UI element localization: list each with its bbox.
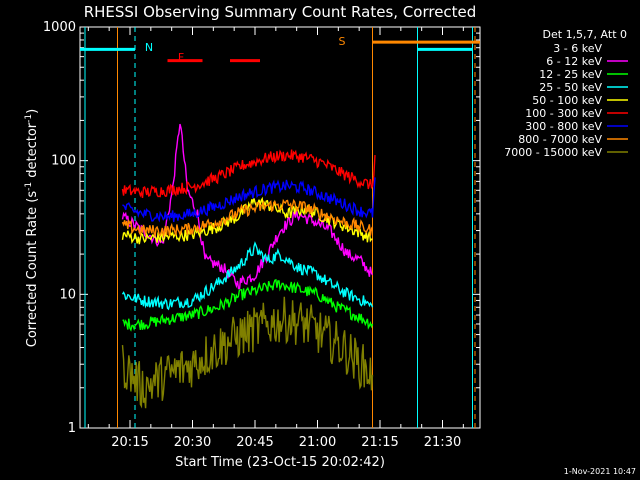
- series-line: [121, 149, 376, 199]
- y-axis-label-mid: detector: [25, 122, 40, 182]
- y-axis-label: Corrected Count Rate (s-1 detector-1): [24, 109, 40, 347]
- plot-frame: [79, 26, 481, 429]
- mode-lines: [84, 27, 476, 428]
- legend-label: 100 - 300 keV: [525, 107, 602, 120]
- x-tick-label: 21:30: [424, 435, 461, 450]
- series-line: [121, 134, 373, 199]
- x-tick-labels: 20:15 20:30 20:45 21:00 21:15 21:30: [111, 435, 461, 450]
- legend-label: 800 - 7000 keV: [518, 133, 602, 146]
- legend-label: 25 - 50 keV: [539, 81, 602, 94]
- series-line: [121, 123, 374, 290]
- y-tick-label: 100: [51, 154, 76, 169]
- y-axis-label-sup: -1: [24, 114, 34, 123]
- series-line: [121, 241, 374, 311]
- x-tick-label: 20:15: [111, 435, 148, 450]
- mode-segments: [80, 40, 480, 63]
- y-tick-label: 1000: [43, 20, 76, 35]
- x-tick-label: 21:00: [299, 435, 336, 450]
- series-line: [121, 296, 374, 409]
- x-tick-label: 20:45: [236, 435, 273, 450]
- y-axis-label-sup: -1: [24, 182, 34, 191]
- f-label: F: [178, 51, 184, 64]
- legend-title: Det 1,5,7, Att 0: [543, 28, 627, 41]
- series-line: [121, 198, 374, 237]
- y-axis-label-end: ): [25, 109, 40, 114]
- x-tick-label: 20:30: [174, 435, 211, 450]
- x-tick-label: 21:15: [361, 435, 398, 450]
- axis-ticks: [80, 27, 480, 429]
- legend-label: 7000 - 15000 keV: [504, 146, 602, 159]
- x-axis-label: Start Time (23-Oct-15 20:02:42): [175, 455, 385, 470]
- series-line: [122, 278, 374, 332]
- legend-label: 50 - 100 keV: [532, 94, 602, 107]
- legend-label: 6 - 12 keV: [546, 55, 602, 68]
- chart-title: RHESSI Observing Summary Count Rates, Co…: [84, 3, 477, 21]
- timestamp: 1-Nov-2021 10:47: [564, 467, 636, 476]
- n-label: N: [145, 41, 153, 54]
- legend-label: 300 - 800 keV: [525, 120, 602, 133]
- y-tick-labels: 1 10 100 1000: [43, 20, 76, 436]
- s-label: S: [339, 35, 346, 48]
- y-tick-label: 1: [68, 421, 76, 436]
- data-series: [121, 123, 376, 409]
- legend-label: 12 - 25 keV: [539, 68, 602, 81]
- legend-label: 3 - 6 keV: [553, 42, 602, 55]
- y-axis-label-main: Corrected Count Rate (s: [25, 191, 40, 348]
- y-tick-label: 10: [59, 287, 76, 302]
- series-line: [122, 177, 376, 223]
